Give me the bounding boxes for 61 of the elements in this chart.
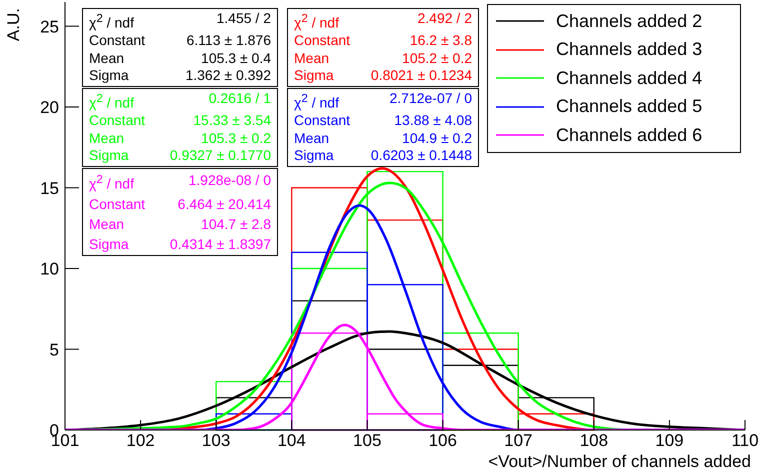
annotation: Mean bbox=[89, 214, 124, 234]
annotation: Constant bbox=[89, 112, 146, 130]
annotation: 1.928e-08 / 0 bbox=[188, 171, 271, 190]
annotation: Sigma bbox=[294, 147, 334, 165]
annotation: 15.33 ± 3.54 bbox=[193, 112, 271, 130]
annotation: Constant bbox=[89, 194, 146, 214]
annotation: Mean bbox=[89, 130, 124, 148]
annotation: 0.6203 ± 0.1448 bbox=[370, 147, 472, 165]
annotation: Sigma bbox=[89, 67, 129, 85]
x-tick-label: 106 bbox=[428, 431, 457, 450]
x-tick-label: 108 bbox=[580, 431, 608, 450]
annotation: 6.113 ± 1.876 bbox=[186, 32, 271, 50]
annotation: 2.492 / 2 bbox=[418, 10, 472, 28]
y-tick-label: 5 bbox=[50, 340, 59, 360]
annotation: 105.3 ± 0.4 bbox=[201, 50, 271, 68]
annotation: 6.464 ± 20.414 bbox=[178, 194, 271, 214]
annotation: 0.2616 / 1 bbox=[208, 90, 271, 108]
annotation: χ$^{2}$ / ndf bbox=[294, 11, 339, 32]
x-tick-label: 102 bbox=[126, 431, 155, 450]
y-tick-label: 10 bbox=[40, 260, 59, 279]
annotation: Constant bbox=[294, 112, 350, 130]
legend-label: Channels added 2 bbox=[556, 10, 702, 32]
annotation: Sigma bbox=[294, 67, 334, 85]
annotation: Mean bbox=[89, 50, 124, 68]
legend-label: Channels added 3 bbox=[556, 39, 702, 60]
annotation: Sigma bbox=[89, 147, 129, 165]
annotation: 105.3 ± 0.2 bbox=[201, 130, 271, 148]
annotation: χ$^{2}$ / ndf bbox=[89, 11, 134, 32]
x-tick-label: 107 bbox=[504, 431, 533, 450]
annotation: 0.8021 ± 0.1234 bbox=[370, 67, 472, 85]
annotation: 13.88 ± 4.08 bbox=[394, 112, 472, 130]
annotation: 0.4314 ± 1.8397 bbox=[170, 234, 271, 254]
annotation: 1.362 ± 0.392 bbox=[185, 67, 271, 85]
y-tick-label: 20 bbox=[40, 98, 59, 118]
x-tick-label: 105 bbox=[353, 431, 382, 450]
annotation: 104.7 ± 2.8 bbox=[201, 214, 271, 234]
annotation: 16.2 ± 3.8 bbox=[410, 32, 472, 50]
x-tick-label: 103 bbox=[202, 431, 230, 450]
annotation: Constant bbox=[294, 32, 350, 50]
x-tick-label: 109 bbox=[655, 431, 684, 450]
annotation: 1.455 / 2 bbox=[216, 10, 271, 28]
annotation: χ$^{2}$ / ndf bbox=[294, 91, 339, 112]
legend-label: Channels added 4 bbox=[556, 68, 702, 89]
annotation: 105.2 ± 0.2 bbox=[402, 50, 472, 68]
x-tick-label: 104 bbox=[277, 431, 306, 450]
y-axis-title: A.U. bbox=[4, 8, 24, 42]
x-tick-label: 110 bbox=[731, 431, 759, 450]
annotation: 2.712e-07 / 0 bbox=[389, 90, 472, 108]
legend-label: Channels added 5 bbox=[556, 96, 702, 118]
x-axis-title: <Vout>/Number of channels added bbox=[488, 452, 751, 472]
y-tick-label: 25 bbox=[40, 17, 59, 36]
annotation: Mean bbox=[294, 50, 330, 68]
annotation: Mean bbox=[294, 130, 330, 148]
legend-label: Channels added 6 bbox=[556, 124, 702, 146]
y-tick-label: 15 bbox=[40, 178, 59, 198]
annotation: Sigma bbox=[89, 234, 129, 254]
annotation: χ$^{2}$ / ndf bbox=[89, 172, 134, 194]
annotation: Constant bbox=[89, 32, 146, 50]
annotation: 104.9 ± 0.2 bbox=[402, 130, 472, 148]
annotation: χ$^{2}$ / ndf bbox=[89, 91, 134, 112]
annotation: 0.9327 ± 0.1770 bbox=[170, 147, 271, 165]
